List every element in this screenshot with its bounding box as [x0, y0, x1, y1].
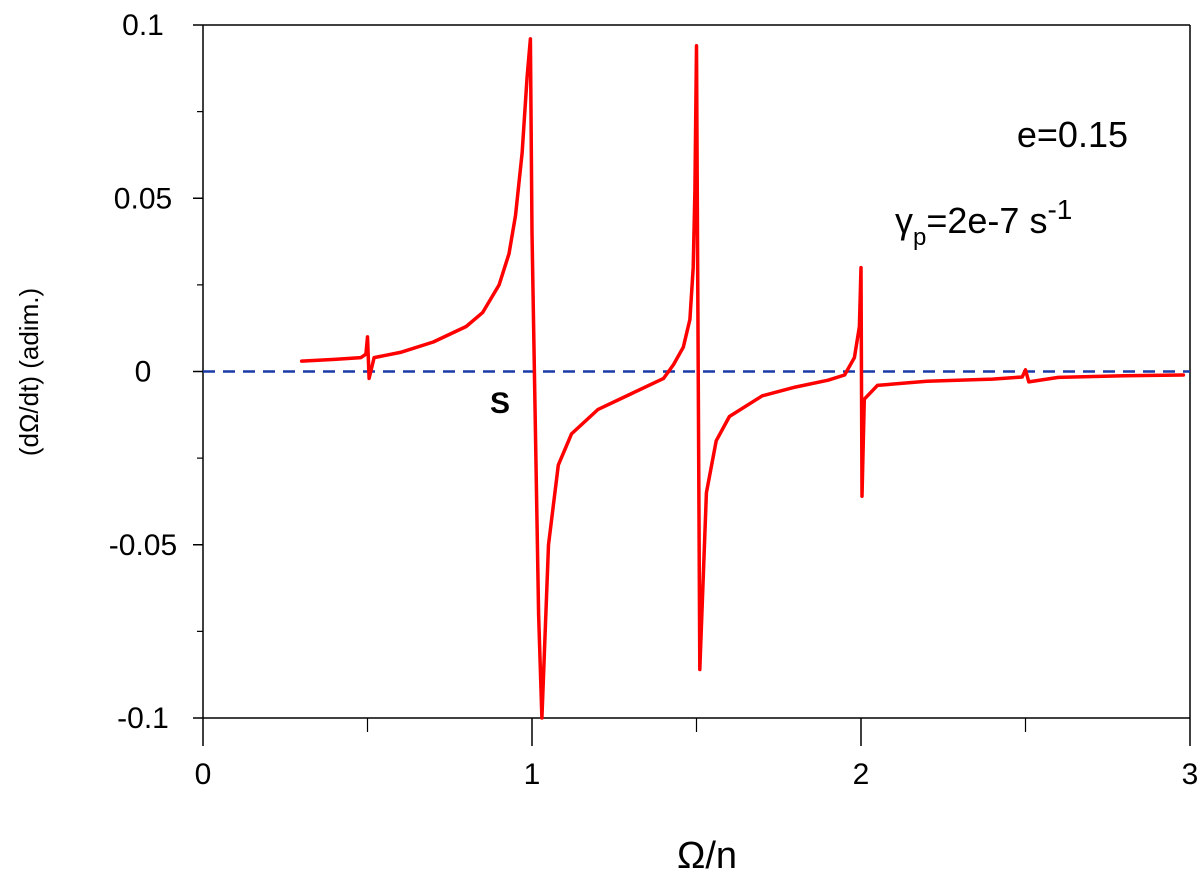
gamma-subscript: p: [913, 224, 926, 251]
y-tick-label: 0: [135, 356, 152, 389]
x-axis-label: Ω/n: [677, 835, 737, 874]
s-marker-label: S: [490, 387, 510, 420]
gamma-symbol: γ: [895, 200, 913, 241]
y-tick-label: 0.05: [114, 182, 172, 215]
eccentricity-annotation: e=0.15: [1017, 114, 1128, 155]
y-axis-label: (dΩ/dt) (adim.): [14, 288, 44, 456]
x-tick-label: 1: [524, 758, 541, 791]
gamma-annotation: γp=2e-7 s-1: [895, 194, 1072, 251]
x-tick-label: 2: [853, 758, 870, 791]
y-tick-label: -0.1: [117, 702, 169, 735]
ticks: -0.1 -0.05 0 0.05 0.1 0 1 2 3: [109, 9, 1199, 791]
gamma-superscript: -1: [1047, 194, 1072, 225]
x-tick-label: 0: [195, 758, 212, 791]
series-line: [299, 37, 1186, 720]
series-layer: [203, 37, 1190, 720]
y-tick-label: 0.1: [122, 9, 164, 42]
x-tick-label: 3: [1182, 758, 1199, 791]
gamma-value: =2e-7 s: [926, 200, 1047, 241]
y-tick-label: -0.05: [109, 529, 177, 562]
